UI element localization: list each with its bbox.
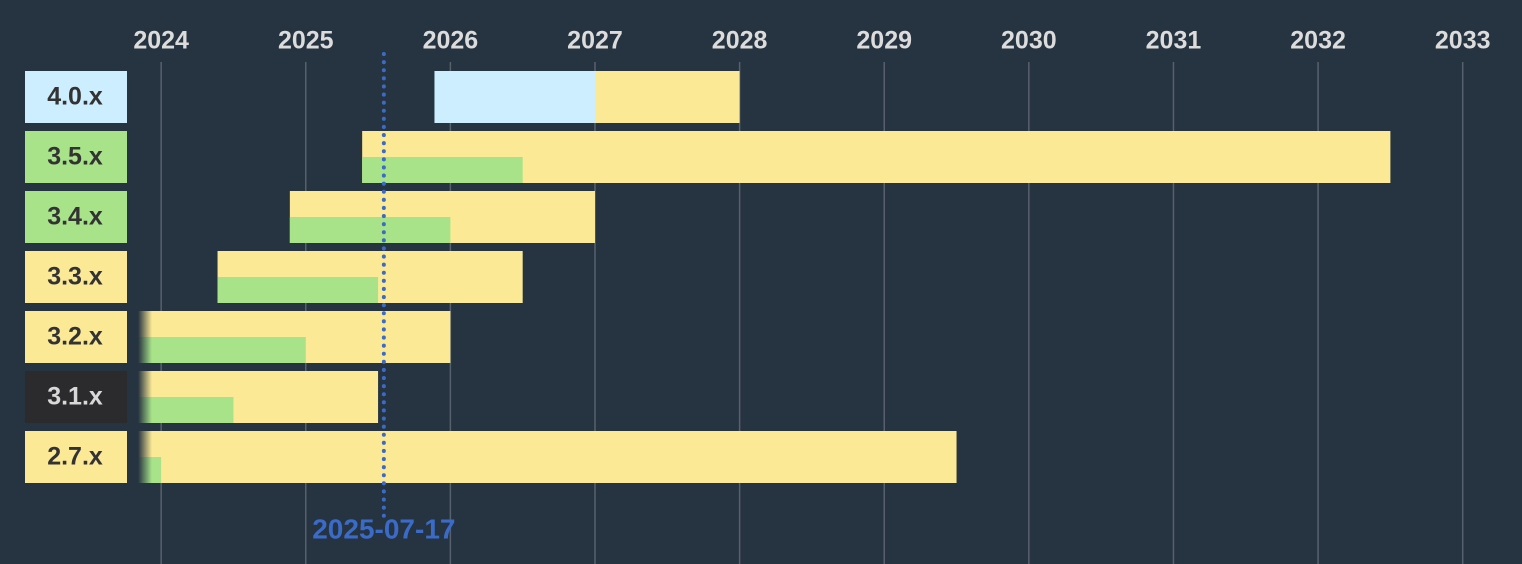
today-marker: 2025-07-17 xyxy=(312,52,455,544)
x-tick-label: 2033 xyxy=(1435,27,1491,55)
bar xyxy=(362,131,1391,183)
row-label-box xyxy=(25,431,127,483)
row-labels: 4.0.x 3.5.x 3.4.x 3.3.x 3.2.x 3.1.x 2.7.x xyxy=(25,71,127,483)
row-label-box xyxy=(25,311,127,363)
bar xyxy=(362,157,523,183)
x-tick-label: 2032 xyxy=(1290,27,1346,55)
x-tick-label: 2027 xyxy=(567,27,623,55)
row-label: 2.7.x xyxy=(47,443,103,471)
row-label-box xyxy=(25,191,127,243)
row-label: 3.3.x xyxy=(47,263,103,291)
row-label: 3.1.x xyxy=(47,383,103,411)
bar xyxy=(138,337,306,363)
row-label-box xyxy=(25,371,127,423)
row-label: 3.4.x xyxy=(47,203,103,231)
row-label: 4.0.x xyxy=(47,83,103,111)
bar xyxy=(594,71,740,123)
x-tick-label: 2026 xyxy=(423,27,479,55)
bar xyxy=(217,277,379,303)
x-tick-label: 2030 xyxy=(1001,27,1057,55)
row-label-box xyxy=(25,71,127,123)
row-label-box xyxy=(25,251,127,303)
bar xyxy=(138,431,957,483)
x-tick-label: 2024 xyxy=(133,27,189,55)
x-tick-label: 2029 xyxy=(856,27,912,55)
bar xyxy=(434,71,595,123)
x-tick-label: 2025 xyxy=(278,27,334,55)
x-tick-label: 2028 xyxy=(712,27,768,55)
bar xyxy=(289,217,451,243)
row-label: 3.2.x xyxy=(47,323,103,351)
row-label: 3.5.x xyxy=(47,143,103,171)
today-label: 2025-07-17 xyxy=(312,513,455,544)
row-label-box xyxy=(25,131,127,183)
left-fade xyxy=(138,60,152,500)
bars xyxy=(138,71,1391,483)
bar xyxy=(138,397,234,423)
x-tick-label: 2031 xyxy=(1146,27,1202,55)
